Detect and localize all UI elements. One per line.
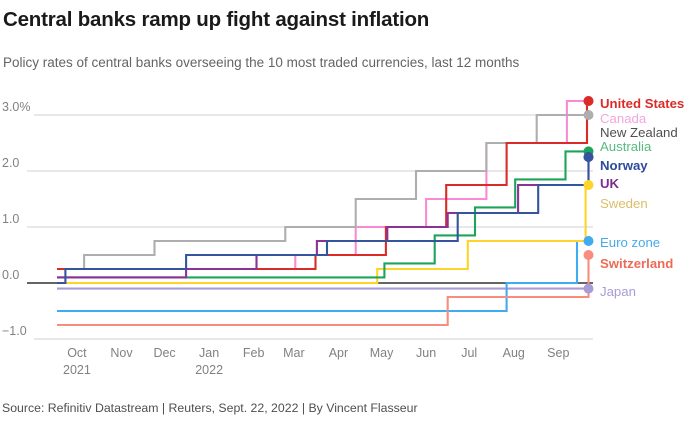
x-tick-label-dec: Dec xyxy=(153,346,175,360)
series-label-australia: Australia xyxy=(600,139,652,154)
endpoint-dot-united-states xyxy=(583,96,594,106)
x-tick-year-label: 2022 xyxy=(195,363,223,377)
series-line-switzerland xyxy=(57,255,590,327)
source-attribution: Source: Refinitiv Datastream | Reuters, … xyxy=(2,401,418,415)
y-tick-label: −1.0 xyxy=(2,324,27,338)
x-tick-label-aug: Aug xyxy=(503,346,525,360)
x-tick-label-apr: Apr xyxy=(329,346,348,360)
page-title: Central banks ramp up fight against infl… xyxy=(3,8,430,31)
series-line-euro-zone xyxy=(57,239,589,313)
y-tick-label: 1.0 xyxy=(2,212,19,226)
endpoint-dot-norway xyxy=(583,152,594,162)
series-label-united-states: United States xyxy=(600,96,684,111)
y-tick-label: 0.0 xyxy=(2,268,19,282)
series-line-australia xyxy=(57,150,589,279)
series-label-japan: Japan xyxy=(600,284,636,299)
x-tick-label-sep: Sep xyxy=(547,346,569,360)
y-tick-label: 3.0% xyxy=(2,100,31,114)
series-label-canada: Canada xyxy=(600,111,647,126)
series-line-canada xyxy=(57,99,589,271)
x-tick-label-may: May xyxy=(370,346,394,360)
series-label-euro-zone: Euro zone xyxy=(600,235,660,250)
x-tick-label-oct: Oct xyxy=(67,346,87,360)
series-label-sweden: Sweden xyxy=(600,196,648,211)
x-tick-label-mar: Mar xyxy=(283,346,305,360)
x-tick-label-jan: Jan xyxy=(199,346,219,360)
endpoint-dot-new-zealand xyxy=(583,110,594,120)
x-tick-label-jun: Jun xyxy=(416,346,436,360)
page-subtitle: Policy rates of central banks overseeing… xyxy=(3,55,520,70)
x-tick-label-jul: Jul xyxy=(461,346,477,360)
series-line-united-states xyxy=(57,99,589,271)
endpoint-dot-japan xyxy=(583,283,594,294)
series-line-new-zealand xyxy=(57,113,589,271)
series-label-norway: Norway xyxy=(600,158,648,173)
x-tick-label-feb: Feb xyxy=(243,346,265,360)
endpoint-dot-sweden xyxy=(583,180,594,190)
series-label-switzerland: Switzerland xyxy=(600,256,673,271)
series-line-sweden xyxy=(57,183,589,285)
x-tick-year-label: 2021 xyxy=(63,363,91,377)
series-label-uk: UK xyxy=(600,176,620,191)
series-label-new-zealand: New Zealand xyxy=(600,125,678,140)
endpoint-dot-switzerland xyxy=(583,250,594,260)
series-line-uk xyxy=(57,157,590,279)
series-line-norway xyxy=(57,157,590,285)
endpoint-dot-euro-zone xyxy=(583,236,594,246)
y-tick-label: 2.0 xyxy=(2,156,19,170)
x-tick-label-nov: Nov xyxy=(110,346,133,360)
